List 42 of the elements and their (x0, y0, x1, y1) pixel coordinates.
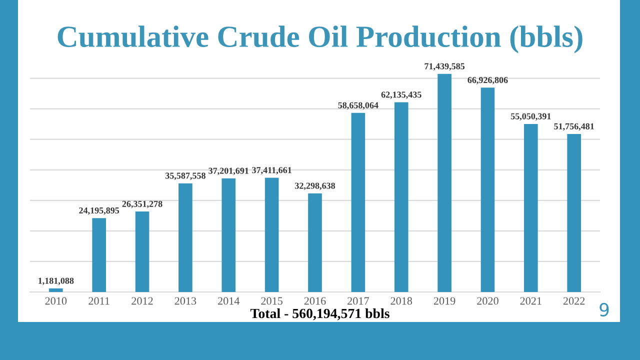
bar (264, 178, 279, 292)
x-tick-label: 2015 (261, 297, 282, 305)
x-tick-label: 2020 (477, 297, 498, 305)
bar (222, 178, 236, 292)
x-tick-label: 2018 (390, 297, 412, 305)
x-tick-label: 2013 (174, 297, 196, 305)
data-label: 71,439,585 (424, 63, 465, 71)
bar (92, 218, 106, 292)
x-tick-label: 2016 (304, 297, 326, 305)
data-label: 1,181,088 (38, 278, 74, 286)
x-tick-label: 2019 (434, 297, 456, 305)
data-label: 32,298,638 (295, 182, 336, 190)
data-label: 35,587,558 (165, 172, 206, 180)
data-label: 51,756,481 (554, 123, 594, 131)
x-tick-label: 2022 (563, 297, 585, 305)
data-label: 37,201,691 (208, 168, 248, 176)
bar (135, 212, 150, 292)
bar (438, 74, 452, 292)
bar (178, 183, 192, 292)
bar (394, 102, 408, 292)
x-tick-label: 2012 (132, 297, 153, 305)
chart-title: Cumulative Crude Oil Production (bbls) (58, 26, 582, 54)
data-label: 26,351,278 (122, 200, 162, 208)
bar (308, 193, 322, 292)
bar (49, 288, 63, 292)
bar (480, 88, 495, 292)
x-tick-label: 2017 (348, 297, 369, 305)
bar (524, 124, 538, 292)
data-label: 55,050,391 (510, 113, 551, 121)
x-tick-label: 2011 (88, 297, 110, 305)
data-label: 37,411,661 (252, 167, 292, 174)
x-tick-label: 2021 (520, 297, 542, 305)
text: 9 (600, 302, 609, 316)
data-label: 66,926,806 (468, 76, 508, 84)
bar (351, 112, 366, 292)
x-tick-label: 2014 (218, 297, 240, 305)
x-tick-label: 2010 (45, 297, 67, 305)
bar (567, 134, 581, 292)
data-label: 24,195,895 (79, 207, 120, 215)
text: Total - 560,194,571 bbls (250, 308, 390, 320)
data-label: 58,658,064 (338, 102, 378, 110)
data-label: 62,135,435 (381, 92, 422, 100)
